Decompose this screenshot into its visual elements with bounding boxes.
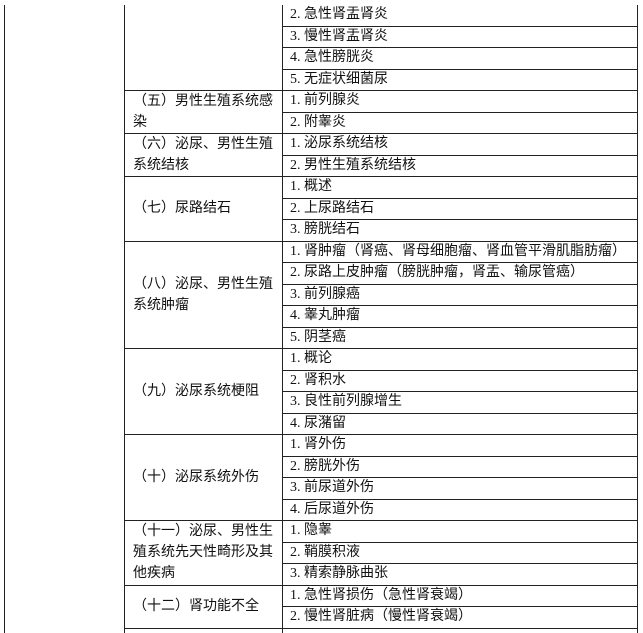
item-cell: 1. 前列腺炎 [282, 90, 638, 113]
item-cell: 2. 急性肾盂肾炎 [282, 5, 638, 27]
blank-cell [282, 627, 638, 633]
category-cell [124, 5, 283, 91]
table-row: 2. 急性肾盂肾炎 [4, 5, 638, 633]
item-cell: 3. 慢性肾盂肾炎 [282, 25, 638, 48]
syllabus-table: 2. 急性肾盂肾炎 3. 慢性肾盂肾炎 4. 急性膀胱炎 5. 无症状细菌尿 （五）男性… [4, 5, 638, 633]
item-cell: 2. 男性生殖系统结核 [282, 154, 638, 177]
table-row: （九）泌尿系统梗阻 1. 概论 [5, 348, 638, 435]
category-cell: （七）尿路结石 [124, 176, 283, 242]
item-cell: 4. 后尿道外伤 [282, 498, 638, 521]
item-cell: 3. 良性前列腺增生 [282, 391, 638, 414]
item-cell: 2. 上尿路结石 [282, 197, 638, 220]
category-cell: （九）泌尿系统梗阻 [124, 348, 283, 435]
table-row: 2. 尿路上皮肿瘤（膀胱肿瘤，肾盂、输尿管癌） [5, 262, 638, 285]
item-cell: 5. 无症状细菌尿 [282, 68, 638, 91]
item-cell: 1. 肾肿瘤（肾癌、肾母细胞瘤、肾血管平滑肌脂肪瘤） [282, 240, 638, 263]
item-cell: 1. 概论 [282, 348, 638, 371]
item-cell: 4. 睾丸肿瘤 [282, 305, 638, 328]
item-cell: 5. 阴茎癌 [282, 326, 638, 349]
table-row: （十一）泌尿、男性生殖系统先天性畸形及其他疾病 1. 隐睾 [5, 520, 638, 586]
item-cell: 2. 附睾炎 [282, 111, 638, 134]
table-row [5, 627, 638, 633]
item-cell: 3. 前列腺癌 [282, 283, 638, 306]
item-cell: 3. 精索静脉曲张 [282, 563, 638, 586]
blank-cell [124, 627, 283, 633]
table-row: 3. 前尿道外伤 [5, 477, 638, 500]
item-cell: 2. 慢性肾脏病（慢性肾衰竭） [282, 606, 638, 629]
blank-cell [4, 5, 125, 633]
category-cell: （十）泌尿系统外伤 [124, 434, 283, 521]
item-cell: 1. 隐睾 [282, 520, 638, 543]
item-cell: 2. 肾积水 [282, 369, 638, 392]
item-cell: 2. 膀胱外伤 [282, 455, 638, 478]
item-cell: 1. 泌尿系统结核 [282, 133, 638, 156]
table-row: （六）泌尿、男性生殖系统结核 1. 泌尿系统结核 [5, 133, 638, 177]
table-row: 4. 尿潴留 [5, 412, 638, 435]
table-row: 4. 急性膀胱炎 [5, 47, 638, 70]
item-cell: 2. 鞘膜积液 [282, 541, 638, 564]
table-row: 5. 无症状细菌尿 [5, 68, 638, 91]
item-cell: 4. 急性膀胱炎 [282, 47, 638, 70]
table-row: 2. 男性生殖系统结核 [5, 154, 638, 177]
item-cell: 1. 急性肾损伤（急性肾衰竭） [282, 584, 638, 607]
category-cell: （六）泌尿、男性生殖系统结核 [124, 133, 283, 177]
table-row: （七）尿路结石 1. 概述 [5, 176, 638, 242]
item-cell: 3. 前尿道外伤 [282, 477, 638, 500]
table-row: （十）泌尿系统外伤 1. 肾外伤 [5, 434, 638, 521]
table-row: （十二）肾功能不全 1. 急性肾损伤（急性肾衰竭） [5, 584, 638, 629]
table-row: 2. 膀胱外伤 [5, 455, 638, 478]
category-cell: （八）泌尿、男性生殖系统肿瘤 [124, 240, 283, 349]
table-row: （五）男性生殖系统感染 1. 前列腺炎 [5, 90, 638, 134]
item-cell: 1. 肾外伤 [282, 434, 638, 457]
item-cell: 3. 膀胱结石 [282, 219, 638, 242]
table-row: （八）泌尿、男性生殖系统肿瘤 1. 肾肿瘤（肾癌、肾母细胞瘤、肾血管平滑肌脂肪瘤） [5, 240, 638, 349]
table-row: 4. 后尿道外伤 [5, 498, 638, 521]
item-cell: 2. 尿路上皮肿瘤（膀胱肿瘤，肾盂、输尿管癌） [282, 262, 638, 285]
category-cell: （五）男性生殖系统感染 [124, 90, 283, 134]
item-cell: 4. 尿潴留 [282, 412, 638, 435]
category-cell: （十二）肾功能不全 [124, 584, 283, 629]
table-body: 2. 急性肾盂肾炎 3. 慢性肾盂肾炎 4. 急性膀胱炎 5. 无症状细菌尿 （五）男性… [4, 5, 638, 633]
item-cell: 1. 概述 [282, 176, 638, 199]
category-cell: （十一）泌尿、男性生殖系统先天性畸形及其他疾病 [124, 520, 283, 586]
